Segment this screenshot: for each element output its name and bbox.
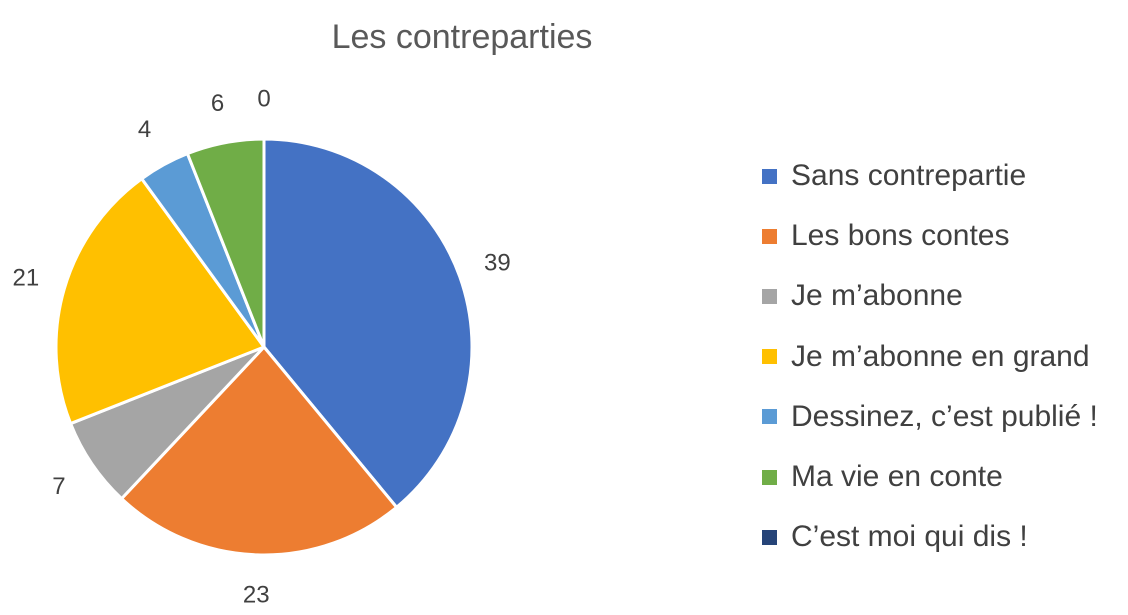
legend-swatch (762, 529, 777, 545)
legend-item-c-est-moi-qui-dis: C’est moi qui dis ! (762, 507, 1098, 567)
legend-swatch (762, 409, 777, 425)
data-label-sans-contrepartie: 39 (484, 249, 511, 276)
data-label-je-m-abonne-en-grand: 21 (12, 264, 39, 291)
chart-legend: Sans contrepartie Les bons contes Je m’abo… (762, 146, 1098, 567)
pie-slice-ma-vie-en-conte (185, 137, 266, 349)
pie-slice-sans-contrepartie (262, 137, 474, 509)
data-label-je-m-abonne: 7 (52, 473, 65, 500)
legend-label: Je m’abonne en grand (791, 339, 1090, 373)
pie-slice-les-bons-contes (120, 345, 399, 557)
legend-swatch (762, 349, 777, 365)
legend-item-dessinez-c-est-publie: Dessinez, c’est publié ! (762, 387, 1098, 447)
legend-label: Dessinez, c’est publié ! (791, 399, 1098, 433)
legend-item-je-m-abonne: Je m’abonne (762, 266, 1098, 326)
legend-swatch (762, 168, 777, 184)
data-label-c-est-moi-qui-dis: 0 (257, 86, 270, 113)
legend-item-les-bons-contes: Les bons contes (762, 206, 1098, 266)
legend-label: Je m’abonne (791, 279, 963, 313)
data-label-les-bons-contes: 23 (243, 581, 270, 608)
legend-item-je-m-abonne-en-grand: Je m’abonne en grand (762, 327, 1098, 387)
legend-label: C’est moi qui dis ! (791, 520, 1028, 554)
legend-swatch (762, 469, 777, 485)
legend-swatch (762, 228, 777, 244)
legend-swatch (762, 288, 777, 304)
data-label-ma-vie-en-conte: 6 (211, 90, 224, 117)
pie-slice-je-m-abonne-en-grand (54, 177, 266, 426)
legend-label: Les bons contes (791, 219, 1010, 253)
legend-item-sans-contrepartie: Sans contrepartie (762, 146, 1098, 206)
legend-label: Ma vie en conte (791, 460, 1003, 494)
chart-title: Les contreparties (331, 18, 593, 56)
legend-label: Sans contrepartie (791, 159, 1027, 193)
data-label-dessinez-c-est-publie: 4 (138, 116, 151, 143)
legend-item-ma-vie-en-conte: Ma vie en conte (762, 447, 1098, 507)
